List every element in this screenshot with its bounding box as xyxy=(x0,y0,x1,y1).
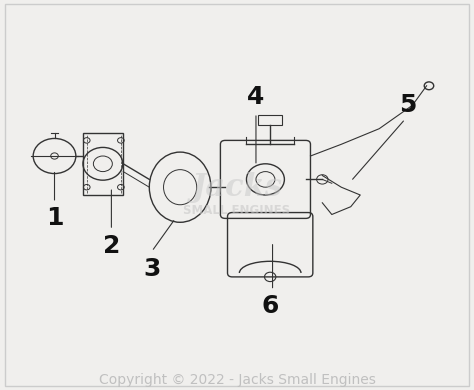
Text: SMALL ENGINES: SMALL ENGINES xyxy=(183,204,291,217)
Text: 6: 6 xyxy=(262,294,279,318)
Text: Copyright © 2022 - Jacks Small Engines: Copyright © 2022 - Jacks Small Engines xyxy=(99,373,375,387)
Text: 1: 1 xyxy=(46,206,63,230)
Text: Jacks: Jacks xyxy=(191,172,283,203)
Text: 2: 2 xyxy=(103,234,120,258)
Text: 5: 5 xyxy=(399,93,416,117)
Text: 3: 3 xyxy=(143,257,160,281)
Text: 4: 4 xyxy=(247,85,264,110)
FancyBboxPatch shape xyxy=(5,4,469,386)
